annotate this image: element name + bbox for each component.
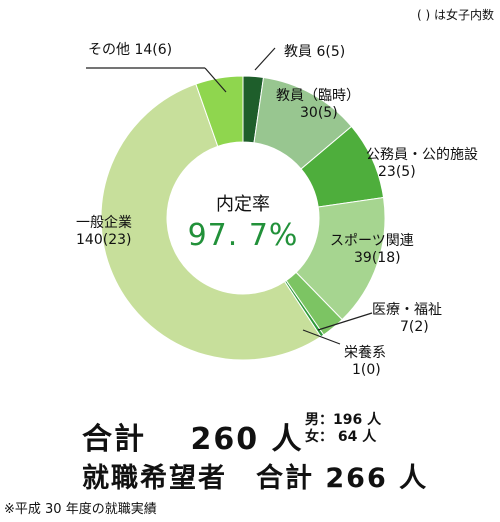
label-teacher-temp-count: 30 — [300, 105, 318, 121]
label-company-girls: (23) — [102, 232, 132, 248]
male-count: 男：196 人 — [305, 412, 382, 428]
label-teacher-temp-girls: (5) — [317, 105, 338, 121]
leader-teacher — [254, 47, 276, 71]
leader-medical — [317, 312, 373, 331]
label-nutrition-girls: (0) — [360, 362, 381, 378]
footnote: ※平成 30 年度の就職実績 — [4, 502, 157, 517]
label-teacher: 教員 6(5) — [284, 44, 345, 61]
female-count: 女： 64 人 — [305, 429, 377, 445]
label-other-count: 14 — [134, 42, 153, 58]
label-company-count: 140 — [76, 232, 103, 248]
label-medical-girls: (2) — [408, 319, 429, 335]
total-count: 合計 260 人 — [82, 422, 304, 457]
label-other: その他 14(6) — [88, 42, 172, 59]
legend-note: ( ) は女子内数 — [417, 8, 494, 22]
label-teacher-temp-name: 教員（臨時） — [276, 88, 360, 104]
employment-rate-value: 97. 7% — [187, 218, 299, 253]
label-nutrition-count: 1 — [352, 362, 361, 378]
label-teacher-temp: 教員（臨時） 30(5) — [276, 88, 360, 122]
label-medical-name: 医療・福祉 — [372, 302, 442, 318]
label-medical-count: 7 — [400, 319, 409, 335]
label-company: 一般企業 140(23) — [76, 215, 132, 249]
label-sports-name: スポーツ関連 — [330, 233, 414, 249]
label-public-girls: (5) — [395, 164, 416, 180]
label-public: 公務員・公的施設 23(5) — [330, 147, 478, 181]
label-teacher-girls: (5) — [325, 44, 346, 60]
label-sports-girls: (18) — [371, 250, 401, 266]
label-public-count: 23 — [378, 164, 396, 180]
label-other-girls: (6) — [152, 42, 173, 58]
label-nutrition: 栄養系 1(0) — [344, 345, 386, 379]
label-medical: 医療・福祉 7(2) — [372, 302, 442, 336]
employment-rate-title: 内定率 — [216, 194, 270, 215]
label-other-name: その他 — [88, 42, 130, 58]
leader-other — [204, 67, 227, 93]
label-nutrition-name: 栄養系 — [344, 345, 386, 361]
leader-nutrition — [302, 329, 341, 345]
job-seekers-total: 就職希望者 合計 266 人 — [82, 463, 429, 494]
label-company-name: 一般企業 — [76, 215, 132, 231]
gender-breakdown: 男：196 人 女： 64 人 — [305, 412, 381, 446]
label-sports: スポーツ関連 39(18) — [330, 233, 414, 267]
label-teacher-count: 6 — [316, 44, 326, 60]
slice-6 — [100, 83, 322, 361]
slice-7 — [195, 75, 244, 147]
label-teacher-name: 教員 — [284, 44, 312, 60]
label-sports-count: 39 — [354, 250, 372, 266]
label-public-name: 公務員・公的施設 — [366, 147, 478, 163]
